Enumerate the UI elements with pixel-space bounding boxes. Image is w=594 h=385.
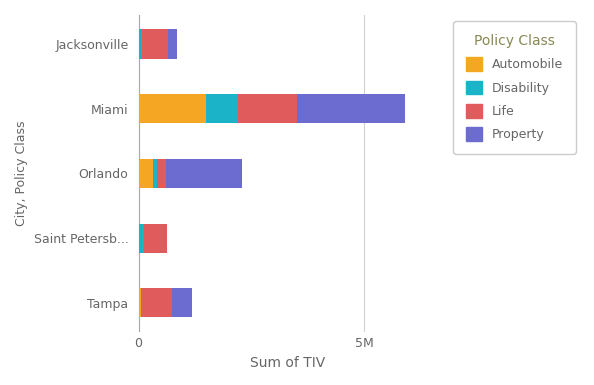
- Bar: [138, 288, 141, 318]
- Bar: [157, 159, 166, 188]
- X-axis label: Sum of TIV: Sum of TIV: [250, 356, 325, 370]
- Bar: [138, 94, 206, 123]
- Bar: [296, 94, 405, 123]
- Bar: [138, 29, 142, 59]
- Bar: [238, 94, 296, 123]
- Legend: Automobile, Disability, Life, Property: Automobile, Disability, Life, Property: [453, 21, 576, 154]
- Bar: [153, 159, 157, 188]
- Bar: [172, 288, 192, 318]
- Bar: [168, 29, 178, 59]
- Bar: [138, 224, 144, 253]
- Bar: [166, 159, 242, 188]
- Bar: [142, 29, 168, 59]
- Bar: [141, 288, 172, 318]
- Y-axis label: City, Policy Class: City, Policy Class: [15, 121, 28, 226]
- Bar: [144, 224, 167, 253]
- Bar: [206, 94, 238, 123]
- Bar: [138, 159, 153, 188]
